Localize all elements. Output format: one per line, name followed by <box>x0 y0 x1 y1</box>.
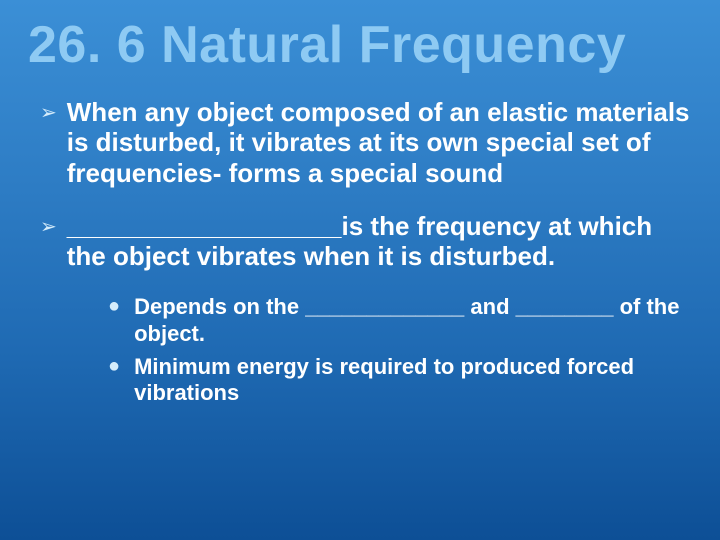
bullet-text: ___________________is the frequency at w… <box>67 211 692 272</box>
bullet-item: ➢ ___________________is the frequency at… <box>28 211 692 272</box>
sub-bullet-text: Minimum energy is required to produced f… <box>134 354 692 408</box>
sub-bullet-item: ● Depends on the _____________ and _____… <box>28 294 692 348</box>
arrow-icon: ➢ <box>40 217 57 237</box>
sub-bullet-text: Depends on the _____________ and _______… <box>134 294 692 348</box>
sub-bullet-item: ● Minimum energy is required to produced… <box>28 354 692 408</box>
dot-icon: ● <box>108 356 120 376</box>
dot-icon: ● <box>108 296 120 316</box>
arrow-icon: ➢ <box>40 103 57 123</box>
bullet-text: When any object composed of an elastic m… <box>67 97 692 189</box>
bullet-item: ➢ When any object composed of an elastic… <box>28 97 692 189</box>
slide-title: 26. 6 Natural Frequency <box>28 18 692 73</box>
